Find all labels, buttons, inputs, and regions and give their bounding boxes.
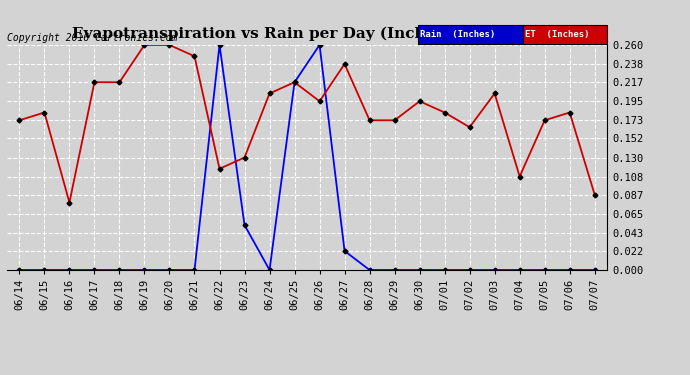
- FancyBboxPatch shape: [523, 25, 607, 44]
- Text: Rain  (Inches): Rain (Inches): [420, 30, 495, 39]
- Title: Evapotranspiration vs Rain per Day (Inches) 20160708: Evapotranspiration vs Rain per Day (Inch…: [72, 27, 542, 41]
- FancyBboxPatch shape: [418, 25, 523, 44]
- Text: ET  (Inches): ET (Inches): [525, 30, 589, 39]
- Text: Copyright 2016 Cartronics.com: Copyright 2016 Cartronics.com: [7, 33, 177, 43]
